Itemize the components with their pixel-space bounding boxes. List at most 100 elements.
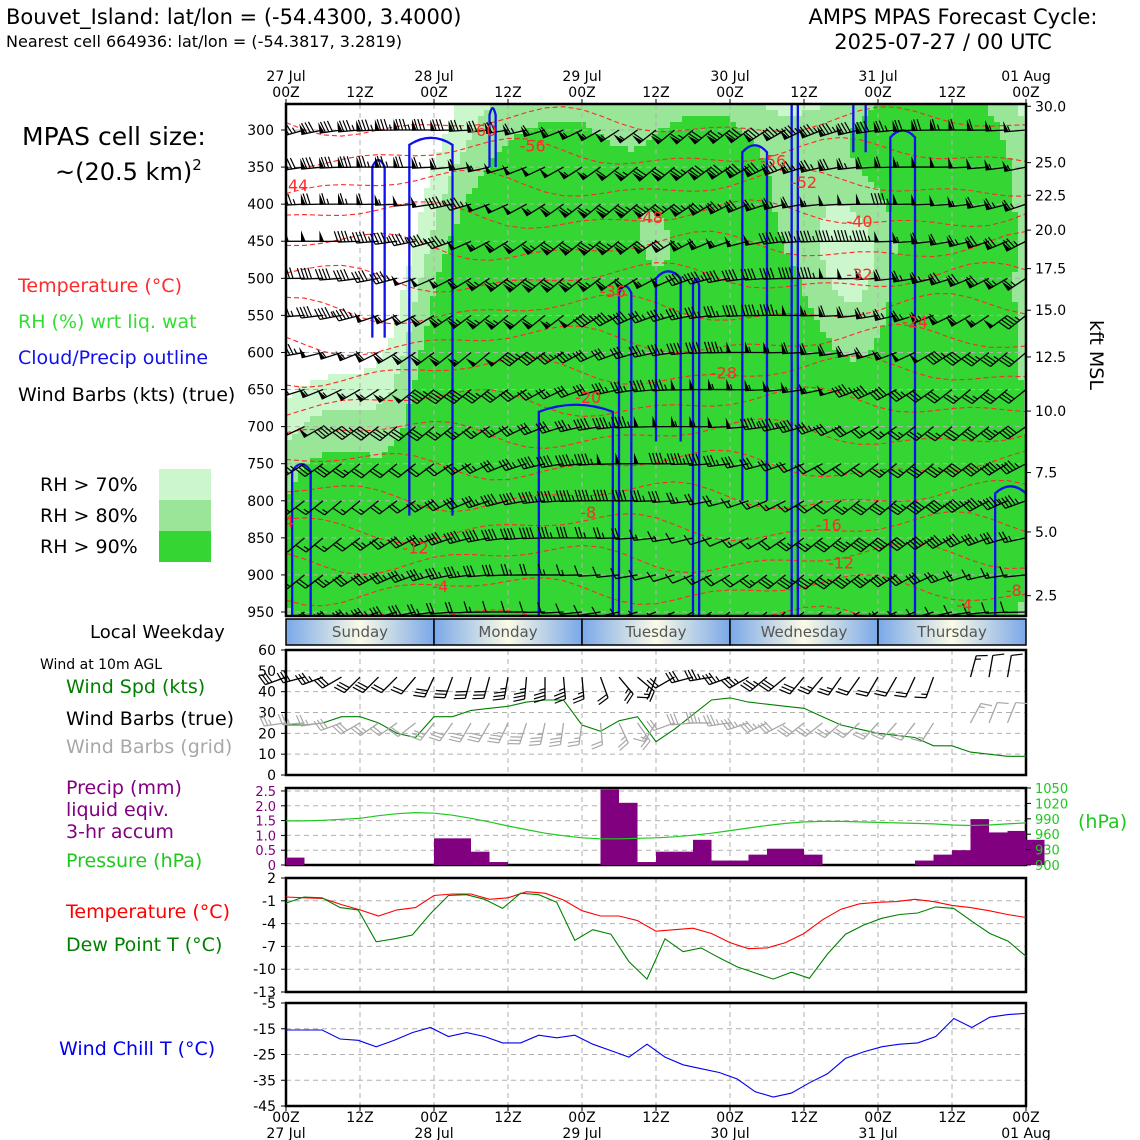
cloud-outline-segment [488,107,497,168]
upper-wind-barb [720,537,749,549]
wind-legend-label: Wind Spd (kts) [66,676,205,698]
upper-wind-barb [923,572,953,584]
upper-wind-barb [387,233,416,247]
upper-wind-barb [319,156,342,169]
precip-bar [767,848,786,865]
upper-wind-barb [406,234,435,248]
upper-wind-barb [300,230,324,242]
temperature-contour-label: -24 [902,312,928,331]
pressure-tick: 990 [1035,813,1060,828]
true-wind-barb [665,670,694,684]
rh-swatch [159,469,211,500]
precip-bar [693,839,712,865]
bottom-axis-hour: 12Z [346,1110,373,1126]
grid-wind-barb [685,711,712,724]
weekday-name: Tuesday [624,623,686,641]
upper-wind-barb [409,276,435,288]
upper-wind-barb [814,537,842,553]
upper-wind-barb [332,537,361,552]
upper-wind-barb [979,532,1008,545]
precip-bar [804,854,823,865]
upper-wind-barb [832,537,860,553]
upper-wind-barb [502,277,527,293]
upper-wind-barb [872,350,897,361]
upper-wind-barb [444,389,472,405]
upper-wind-barb [351,231,379,244]
upper-wind-barb [557,203,583,219]
upper-wind-barb [535,351,564,365]
upper-wind-barb [701,536,731,547]
upper-wind-barb [502,164,527,176]
kft-tick-label: 22.5 [1035,188,1066,204]
upper-wind-barb [594,129,620,143]
upper-wind-barb [613,129,638,144]
upper-wind-barb [575,129,601,142]
upper-wind-barb [369,537,398,550]
grid-wind-barb [1006,701,1028,724]
upper-wind-barb [555,603,583,615]
upper-wind-barb [818,194,842,207]
upper-wind-barb [982,236,1008,251]
upper-wind-barb [906,500,934,515]
precip-legend-label: Precip (mm) [66,777,182,799]
upper-wind-barb [998,314,1026,330]
upper-wind-barb [961,351,990,367]
upper-wind-barb [832,500,860,516]
upper-wind-barb [999,566,1026,578]
top-axis-hour: 00Z [272,85,299,101]
upper-wind-barb [446,240,472,251]
upper-wind-barb [686,202,712,216]
upper-wind-barb [650,166,675,182]
temperature-contour-label: -36 [600,282,626,301]
temperature-contour [286,574,1026,607]
grid-wind-barb [428,722,454,742]
upper-wind-barb [484,351,509,367]
top-axis-hour: 00Z [1012,85,1039,101]
upper-wind-barb [980,426,1008,441]
weekday-cell [877,618,1027,646]
upper-wind-barb [391,351,416,366]
upper-wind-barb [633,416,657,428]
true-wind-barb [684,669,712,682]
upper-wind-barb [757,418,786,432]
upper-wind-barb [393,118,416,131]
precip-bar [989,832,1008,865]
upper-wind-barb [868,386,897,401]
true-wind-barb [257,672,287,686]
upper-wind-barb [849,385,879,400]
upper-wind-barb [887,536,916,552]
grid-wind-barb [814,722,842,739]
pressure-tick: 930 [1035,844,1060,859]
pressure-tick-label: 650 [247,383,274,399]
chill-tick: -25 [253,1048,276,1064]
grid-wind-barb [277,713,305,726]
upper-wind-barb [760,126,786,142]
upper-wind-barb [483,203,509,214]
grid-wind-barb [702,714,731,727]
upper-wind-barb [335,388,361,402]
upper-wind-barbs [286,118,1026,616]
cycle-title: AMPS MPAS Forecast Cycle: [809,5,1098,29]
upper-wind-barb [295,574,324,589]
upper-wind-barb [799,195,823,208]
upper-wind-barb [942,570,971,582]
upper-wind-barb [319,193,342,205]
weekday-name: Sunday [332,623,388,641]
upper-wind-barb [759,304,786,317]
grid-wind-barb [351,722,379,737]
upper-wind-barb [286,463,305,477]
upper-wind-barb [689,378,712,391]
bottom-axis-date: 29 Jul [562,1126,601,1140]
upper-wind-barb [351,537,379,551]
wind-speed-tick: 0 [267,768,276,784]
upper-wind-barb [925,463,953,479]
upper-wind-barb [739,537,768,550]
upper-wind-barb [442,497,472,510]
upper-wind-barb [443,463,472,476]
kft-tick-label: 15.0 [1035,303,1066,319]
upper-wind-barb [647,531,675,543]
top-axis-hour: 12Z [790,85,817,101]
true-wind-barb [969,654,988,678]
temp-tick: -4 [262,917,276,933]
